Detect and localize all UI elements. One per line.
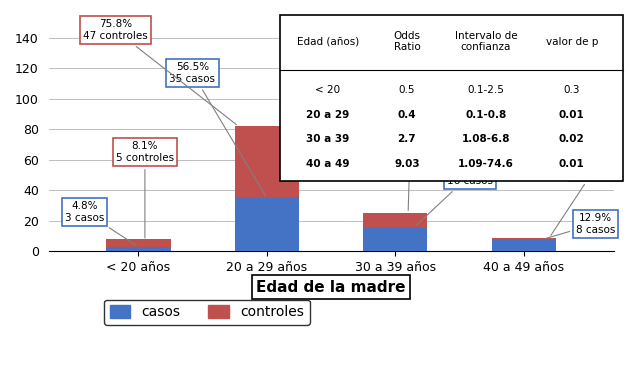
Text: 8.1%
5 controles: 8.1% 5 controles — [116, 141, 174, 238]
Text: 75.8%
47 controles: 75.8% 47 controles — [83, 20, 237, 125]
Text: 0.02: 0.02 — [559, 135, 584, 144]
Text: < 20: < 20 — [315, 85, 340, 95]
Text: 9.03: 9.03 — [394, 159, 420, 169]
Bar — [492, 239, 556, 251]
Text: 20 a 29: 20 a 29 — [307, 110, 350, 120]
Bar — [492, 238, 556, 239]
Text: 4.8%
3 casos: 4.8% 3 casos — [65, 201, 136, 245]
Text: 1.08-6.8: 1.08-6.8 — [462, 135, 510, 144]
Text: Intervalo de
confianza: Intervalo de confianza — [455, 31, 517, 52]
X-axis label: Edad de la madre: Edad de la madre — [256, 280, 406, 295]
Text: 30 a 39: 30 a 39 — [307, 135, 350, 144]
Text: 0.1-2.5: 0.1-2.5 — [467, 85, 504, 95]
Text: Odds
Ratio: Odds Ratio — [394, 31, 420, 52]
Text: 2.7: 2.7 — [398, 135, 416, 144]
Bar — [106, 247, 170, 251]
Bar — [363, 227, 427, 251]
Text: 14.5%
9 controles: 14.5% 9 controles — [382, 115, 439, 210]
Text: 1.6%
1 control: 1.6% 1 control — [551, 157, 619, 235]
Bar — [235, 126, 299, 198]
Text: 12.9%
8 casos: 12.9% 8 casos — [546, 213, 615, 238]
Legend: casos, controles: casos, controles — [104, 300, 310, 325]
Text: valor de p: valor de p — [546, 37, 598, 47]
Bar — [106, 239, 170, 247]
Text: 40 a 49: 40 a 49 — [306, 159, 350, 169]
Text: 0.01: 0.01 — [559, 110, 584, 120]
Text: 0.1-0.8: 0.1-0.8 — [466, 110, 506, 120]
Text: 0.3: 0.3 — [563, 85, 580, 95]
Text: Edad (años): Edad (años) — [297, 37, 359, 47]
Text: 1.09-74.6: 1.09-74.6 — [458, 159, 514, 169]
Text: 0.01: 0.01 — [559, 159, 584, 169]
Text: 56.5%
35 casos: 56.5% 35 casos — [169, 62, 265, 196]
Bar — [235, 198, 299, 251]
Text: 0.5: 0.5 — [399, 85, 415, 95]
Text: 25.8%
16 casos: 25.8% 16 casos — [417, 164, 493, 225]
Text: 0.4: 0.4 — [398, 110, 416, 120]
Bar — [363, 213, 427, 227]
